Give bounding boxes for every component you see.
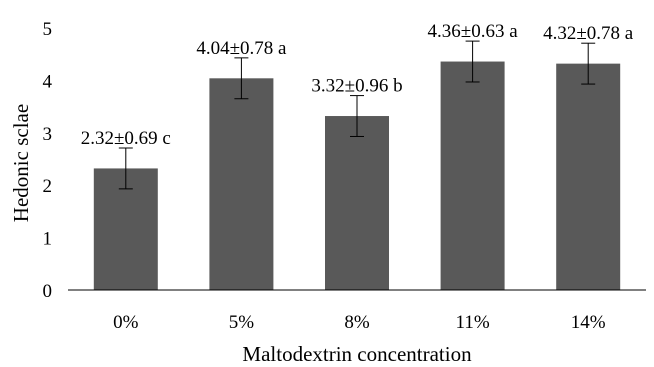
bar — [209, 78, 274, 290]
y-axis-ticks: 0 1 2 3 4 5 — [43, 19, 53, 302]
bar — [440, 61, 505, 291]
error-bar — [350, 95, 364, 137]
x-tick-label: 8% — [344, 312, 370, 333]
error-bars — [118, 40, 596, 190]
bar — [556, 63, 621, 290]
error-bar — [118, 147, 133, 190]
data-label: 4.04±0.78 a — [196, 38, 287, 59]
x-tick-label: 0% — [113, 312, 139, 333]
y-tick-label: 4 — [43, 71, 53, 92]
data-labels: 2.32±0.69 c 4.04±0.78 a 3.32±0.96 b 4.36±0.… — [81, 21, 634, 149]
data-label: 3.32±0.96 b — [311, 76, 402, 97]
x-axis-title: Maltodextrin concentration — [242, 342, 472, 366]
bars — [93, 61, 621, 291]
x-axis-ticks: 0% 5% 8% 11% 14% — [113, 312, 606, 333]
y-tick-label: 3 — [43, 124, 53, 145]
y-axis-title: Hedonic sclae — [9, 104, 33, 222]
y-tick-label: 0 — [43, 281, 53, 302]
y-tick-label: 2 — [43, 176, 53, 197]
data-label: 4.32±0.78 a — [543, 23, 634, 44]
y-tick-label: 1 — [43, 229, 53, 250]
x-tick-label: 14% — [571, 312, 606, 333]
x-tick-label: 5% — [229, 312, 255, 333]
x-tick-label: 11% — [456, 312, 490, 333]
bar — [325, 116, 389, 290]
data-label: 4.36±0.63 a — [428, 21, 519, 42]
y-tick-label: 5 — [43, 19, 53, 40]
error-bar — [234, 57, 249, 100]
error-bar — [465, 40, 480, 83]
error-bar — [581, 42, 596, 85]
data-label: 2.32±0.69 c — [81, 128, 171, 149]
